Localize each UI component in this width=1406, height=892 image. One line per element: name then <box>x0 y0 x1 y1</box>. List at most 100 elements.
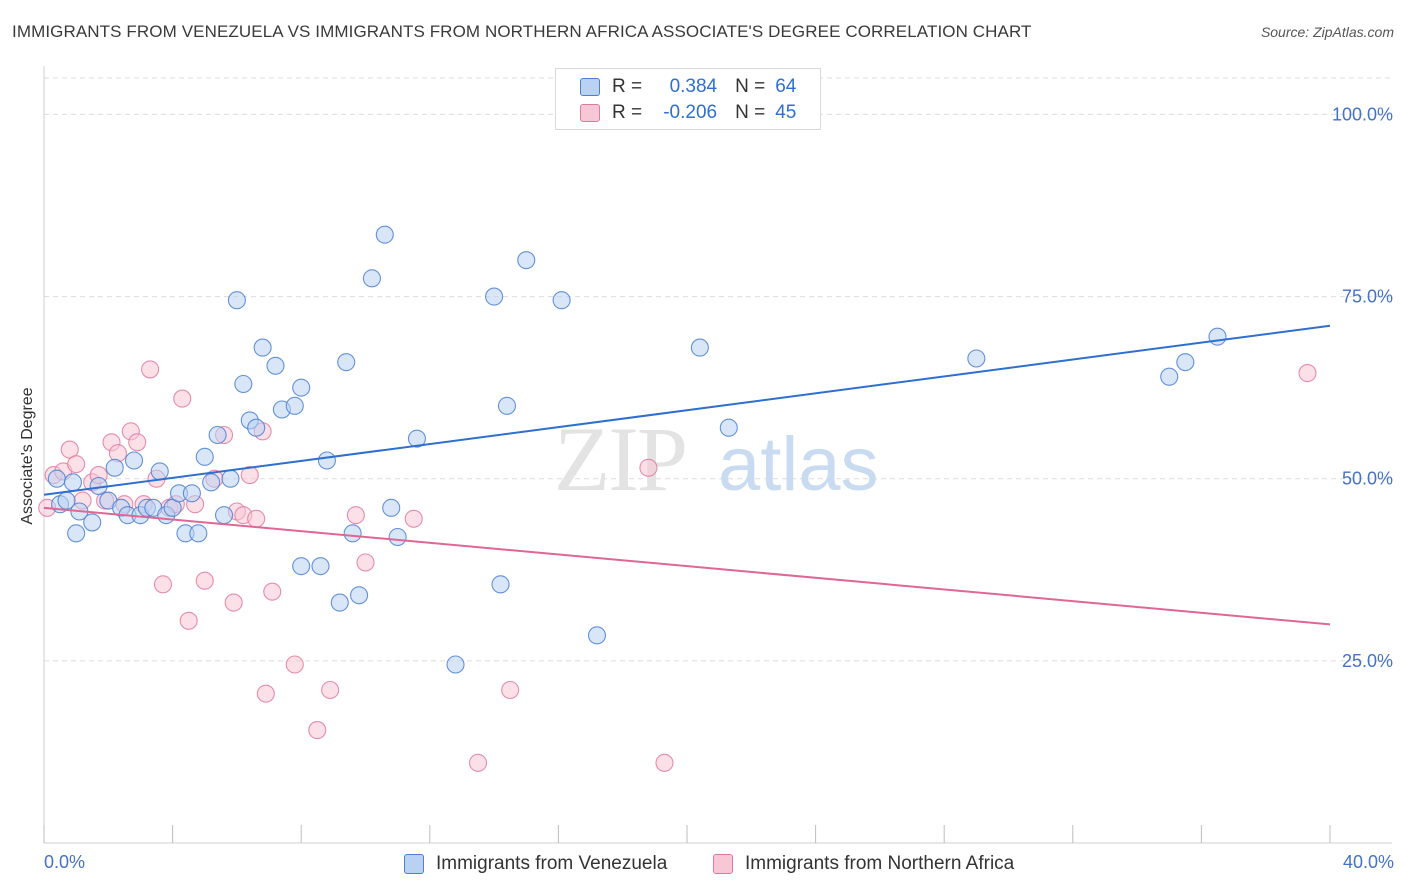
data-point <box>63 473 82 492</box>
data-point <box>382 498 401 517</box>
y-axis-label: Associate's Degree <box>19 387 36 525</box>
data-point <box>407 429 426 448</box>
watermark: ZIP atlas <box>554 408 879 510</box>
y-tick-label: 50.0% <box>1342 469 1393 489</box>
data-point <box>491 575 510 594</box>
data-point <box>153 575 173 594</box>
watermark-zip: ZIP <box>554 408 686 510</box>
data-point <box>501 680 520 700</box>
data-point <box>690 338 709 357</box>
data-point <box>967 349 986 368</box>
data-point <box>234 374 253 394</box>
data-point <box>1208 327 1227 346</box>
data-point <box>83 513 102 532</box>
data-point <box>1160 367 1179 386</box>
data-point <box>1298 364 1317 383</box>
chart-source: Source: ZipAtlas.com <box>1260 24 1394 40</box>
bottom-legend-label-venezuela: Immigrants from Venezuela <box>436 853 668 874</box>
data-point <box>141 360 160 379</box>
data-point <box>128 433 147 452</box>
data-point <box>256 684 275 703</box>
data-point <box>173 389 192 408</box>
data-point <box>214 506 234 525</box>
data-point <box>189 524 208 543</box>
bottom-legend-venezuela: Immigrants from Venezuela <box>404 851 667 877</box>
y-tick-label: 75.0% <box>1342 287 1393 307</box>
data-point <box>285 396 304 415</box>
data-point <box>105 458 124 477</box>
data-point <box>1176 353 1195 372</box>
data-point <box>485 287 504 306</box>
data-point <box>311 557 330 576</box>
data-point <box>195 447 214 466</box>
data-point <box>253 338 272 357</box>
data-point <box>388 527 407 547</box>
legend-n-value: 64 <box>775 76 797 97</box>
trend-line-northern-africa <box>43 506 1331 626</box>
data-point <box>346 506 365 525</box>
legend-n-label: N = <box>735 102 766 123</box>
data-point <box>202 473 221 492</box>
legend-row-venezuela: R = 0.384 N = 64 <box>580 75 796 99</box>
legend-r-label: R = <box>612 102 643 123</box>
legend-n-value: 45 <box>775 102 797 123</box>
data-point <box>517 251 536 270</box>
data-point <box>247 418 266 437</box>
data-point <box>343 524 362 543</box>
data-point <box>224 593 243 612</box>
series-venezuela-points <box>47 225 1227 674</box>
data-point <box>719 418 738 437</box>
trend-lines <box>43 324 1331 626</box>
data-point <box>337 353 356 372</box>
data-point <box>182 484 201 503</box>
legend-swatch-blue <box>580 78 600 96</box>
data-point <box>67 455 86 474</box>
data-point <box>375 225 394 244</box>
data-point <box>639 458 658 477</box>
y-tick-label: 25.0% <box>1342 651 1393 671</box>
data-point <box>552 291 571 310</box>
data-point <box>330 593 349 612</box>
data-point <box>179 611 198 630</box>
data-point <box>404 509 423 528</box>
data-point <box>356 553 375 572</box>
data-point <box>292 378 311 397</box>
bottom-legend-northern-africa: Immigrants from Northern Africa <box>713 851 1014 877</box>
data-point <box>350 586 369 605</box>
data-point <box>321 680 340 700</box>
bottom-legend-swatch-blue <box>404 854 424 874</box>
data-point <box>285 655 304 674</box>
data-point <box>221 469 240 488</box>
legend-n-label: N = <box>735 76 766 97</box>
data-point <box>67 524 86 543</box>
legend-r-label: R = <box>612 76 643 97</box>
data-point <box>468 753 488 772</box>
data-point <box>124 451 144 470</box>
bottom-legend-label-northern-africa: Immigrants from Northern Africa <box>745 853 1015 874</box>
data-point <box>240 466 259 485</box>
data-point <box>308 721 327 740</box>
data-point <box>362 269 381 288</box>
data-point <box>292 557 311 576</box>
data-point <box>497 396 517 415</box>
chart-title: IMMIGRANTS FROM VENEZUELA VS IMMIGRANTS … <box>12 22 1032 41</box>
legend-row-northern-africa: R = -0.206 N = 45 <box>580 101 796 125</box>
correlation-legend: R = 0.384 N = 64 R = -0.206 N = 45 <box>555 68 821 130</box>
y-tick-labels: 25.0% 50.0% 75.0% 100.0% <box>1332 104 1393 670</box>
trend-line-venezuela <box>43 324 1331 496</box>
data-point <box>208 425 227 445</box>
legend-swatch-pink <box>580 104 600 122</box>
data-point <box>446 655 465 674</box>
data-point <box>195 571 214 590</box>
bottom-legend-swatch-pink <box>713 854 733 874</box>
data-point <box>150 462 169 481</box>
y-tick-label: 100.0% <box>1332 104 1393 124</box>
x-tick-label-min: 0.0% <box>44 852 86 872</box>
data-point <box>247 509 266 528</box>
legend-r-value: 0.384 <box>669 76 718 97</box>
data-point <box>266 356 285 375</box>
data-point <box>227 291 246 310</box>
data-point <box>317 451 336 470</box>
legend-r-value: -0.206 <box>663 102 718 123</box>
